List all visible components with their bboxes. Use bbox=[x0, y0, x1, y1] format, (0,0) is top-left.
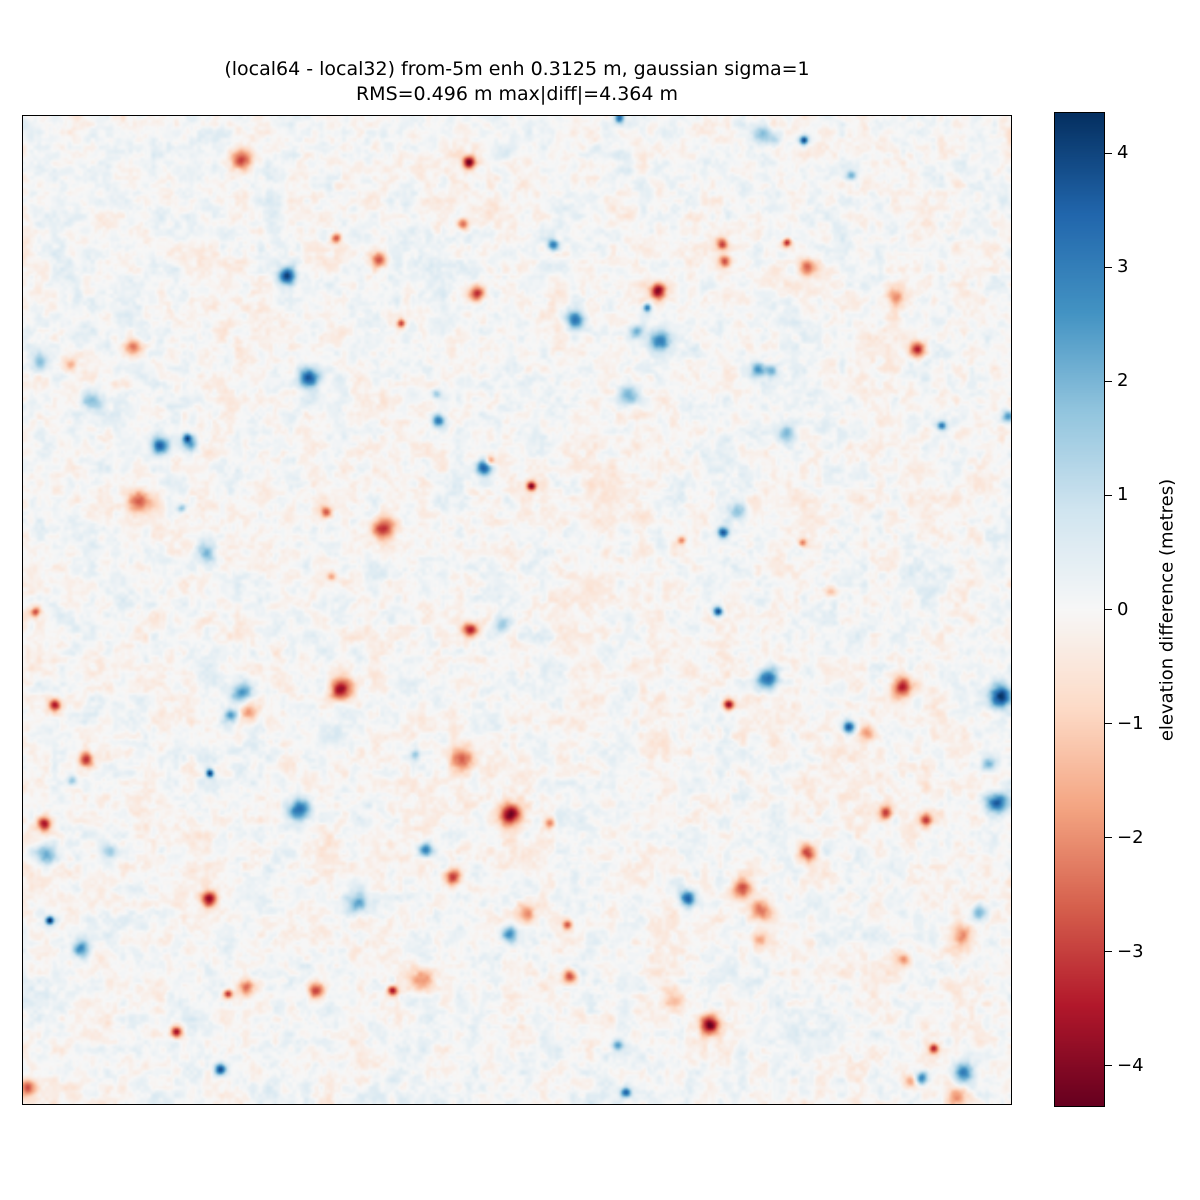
colorbar-tick-label: 1 bbox=[1117, 484, 1129, 506]
colorbar-tick bbox=[1105, 836, 1112, 839]
colorbar-tick-label: −4 bbox=[1117, 1054, 1144, 1076]
colorbar-tick bbox=[1105, 1064, 1112, 1067]
colorbar-tick-label: −1 bbox=[1117, 712, 1144, 734]
colorbar-tick bbox=[1105, 608, 1112, 611]
chart-subtitle: RMS=0.496 m max|diff|=4.364 m bbox=[355, 83, 679, 105]
colorbar-tick bbox=[1105, 380, 1112, 383]
colorbar-tick-label: 3 bbox=[1117, 256, 1129, 278]
heatmap-image bbox=[23, 116, 1011, 1104]
colorbar-tick bbox=[1105, 494, 1112, 497]
colorbar bbox=[1054, 112, 1105, 1107]
colorbar-tick-label: −3 bbox=[1117, 940, 1144, 962]
chart-title: (local64 - local32) from-5m enh 0.3125 m… bbox=[224, 58, 810, 80]
colorbar-tick-label: 2 bbox=[1117, 370, 1129, 392]
colorbar-tick-label: 0 bbox=[1117, 598, 1129, 620]
colorbar-tick bbox=[1105, 722, 1112, 725]
colorbar-gradient bbox=[1055, 113, 1104, 1106]
colorbar-tick bbox=[1105, 152, 1112, 155]
colorbar-tick bbox=[1105, 950, 1112, 953]
heatmap-plot-area bbox=[22, 115, 1012, 1105]
colorbar-tick-label: 4 bbox=[1117, 142, 1129, 164]
colorbar-tick-label: −2 bbox=[1117, 826, 1144, 848]
colorbar-label: elevation difference (metres) bbox=[1156, 478, 1178, 742]
colorbar-tick bbox=[1105, 266, 1112, 269]
